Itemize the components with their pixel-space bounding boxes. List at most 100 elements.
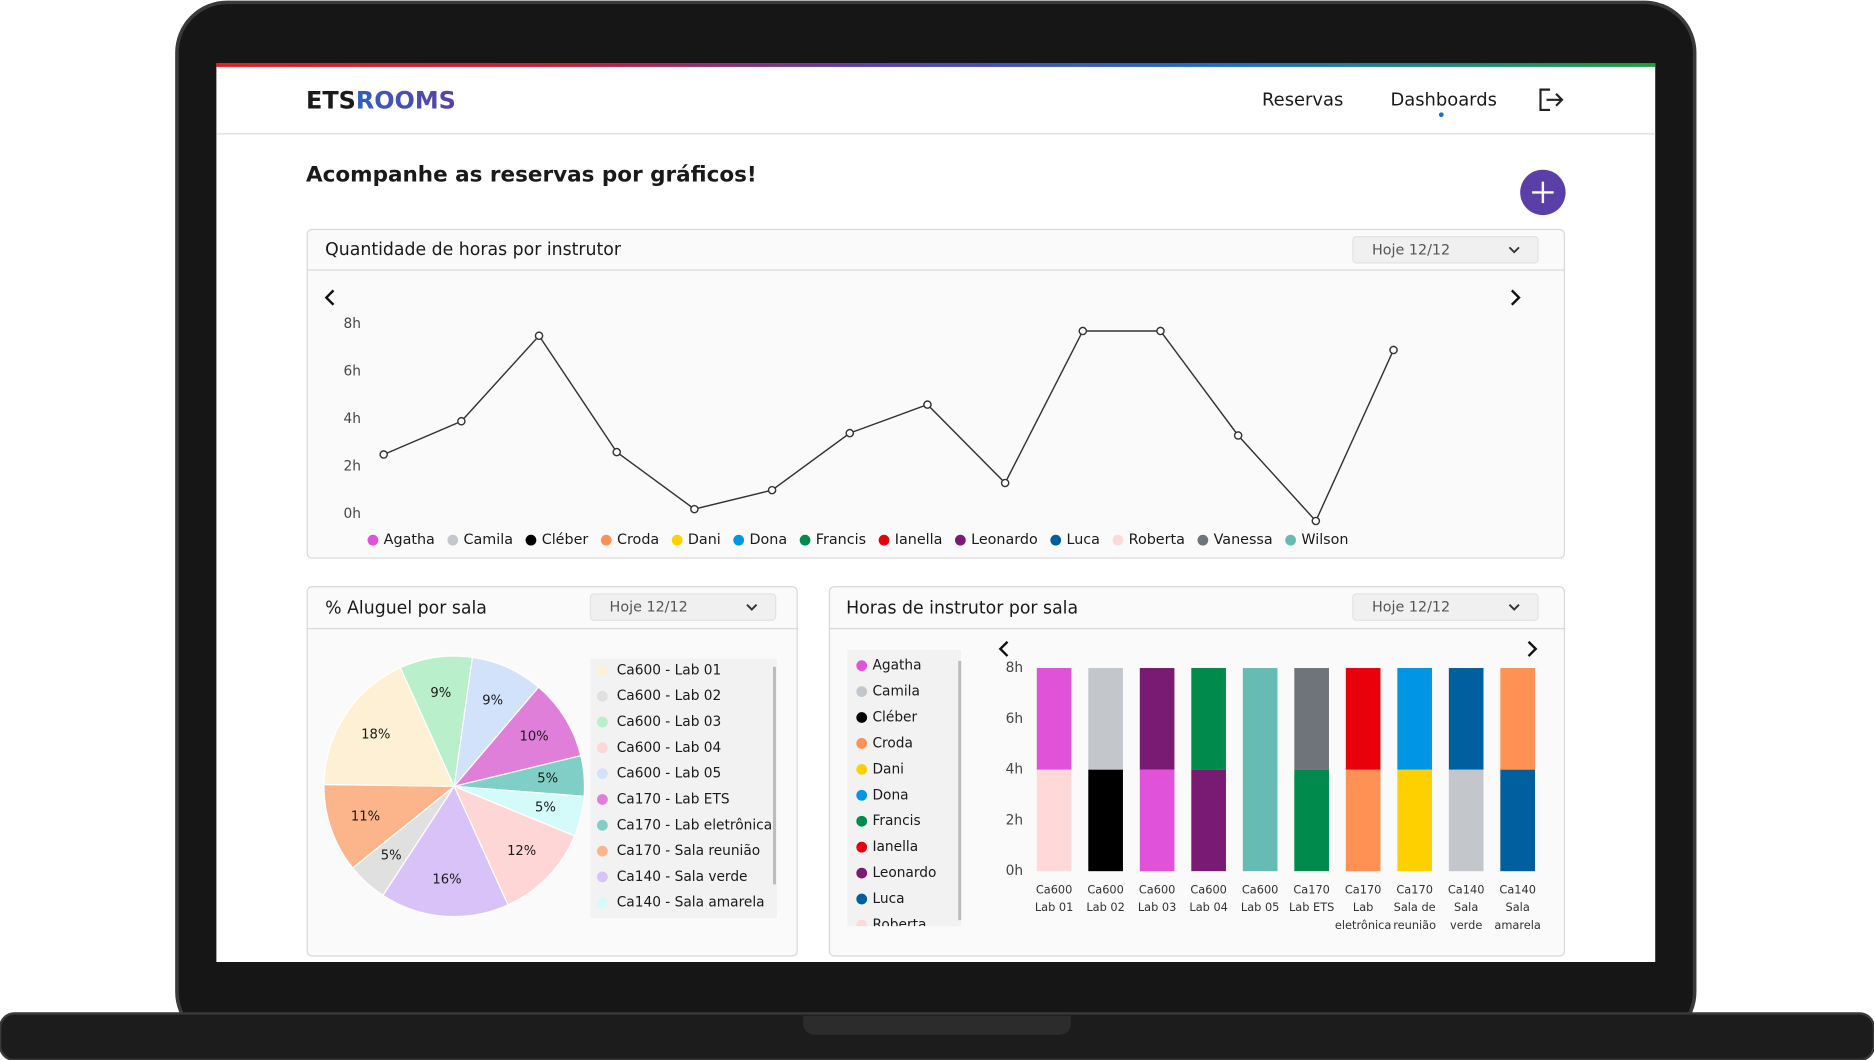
add-button[interactable]: [1520, 169, 1566, 216]
x-tick-label: Ca600: [1139, 882, 1176, 896]
dropdown-chevron: [746, 604, 758, 611]
line-point: [457, 416, 466, 426]
legend-dot: [856, 815, 868, 827]
bar-segment: [1345, 769, 1381, 872]
prev-arrow[interactable]: [324, 289, 335, 306]
line-point: [1389, 345, 1398, 355]
card-title: % Aluguel por sala: [325, 598, 487, 618]
line-point: [1233, 431, 1243, 440]
card-title: Horas de instrutor por sala: [846, 598, 1078, 618]
legend-dot: [954, 534, 966, 546]
legend-dot: [856, 686, 868, 697]
bar-segment: [1294, 769, 1329, 872]
bar-segment: [1088, 769, 1123, 872]
legend-label: Camila: [872, 684, 919, 700]
prev-arrow[interactable]: [998, 640, 1009, 657]
legend-box: [590, 658, 777, 918]
legend-label: Francis: [816, 532, 866, 548]
legend-label: Agatha: [872, 658, 921, 674]
legend-dot: [671, 534, 683, 546]
slice-label: 12%: [507, 844, 536, 859]
x-tick-label: Sala de: [1394, 900, 1436, 914]
legend-dot: [597, 690, 608, 702]
legend-dot: [367, 534, 379, 546]
x-tick-label: verde: [1450, 918, 1482, 932]
legend-dot: [597, 897, 608, 909]
bar-segment: [1036, 769, 1072, 872]
logo: ETSROOMS: [306, 87, 456, 115]
base-notch: [803, 1015, 1071, 1035]
line-point: [379, 450, 388, 459]
line-point: [1078, 326, 1088, 336]
dropdown[interactable]: [589, 593, 777, 621]
slice-label: 5%: [535, 801, 556, 816]
y-tick-label: 2h: [1006, 812, 1023, 828]
legend-label: Ca600 - Lab 03: [617, 714, 722, 730]
nav-link[interactable]: Dashboards: [1390, 89, 1496, 110]
next-arrow[interactable]: [1527, 640, 1538, 657]
x-tick-label: Lab 01: [1035, 900, 1074, 914]
y-tick-label: 6h: [1006, 711, 1023, 727]
legend-label: Ca170 - Sala reunião: [617, 843, 760, 859]
dropdown[interactable]: [1352, 236, 1539, 264]
x-tick-label: Ca600: [1242, 882, 1279, 896]
y-tick-label: 0h: [1006, 863, 1023, 879]
pie-slice: [453, 785, 576, 906]
legend-dot: [597, 665, 608, 676]
bar-segment: [1345, 668, 1381, 770]
pie-slice: [452, 686, 582, 788]
logout-icon[interactable]: [1539, 88, 1564, 112]
slice-label: 18%: [361, 727, 390, 742]
legend-label: Leonardo: [872, 865, 936, 881]
legend-dot: [1112, 534, 1124, 546]
active-dot: [1438, 112, 1444, 118]
x-tick-label: Ca170: [1293, 882, 1330, 896]
bar-segment: [1191, 668, 1226, 770]
x-tick-label: eletrônica: [1335, 918, 1391, 932]
next-arrow[interactable]: [1510, 289, 1521, 306]
logo-rooms: ROOMS: [356, 87, 456, 115]
bar-segment: [1500, 668, 1535, 770]
slice-label: 11%: [351, 809, 380, 824]
x-tick-label: reunião: [1393, 918, 1436, 932]
legend-label: Dani: [688, 532, 721, 548]
legend-label: Croda: [617, 532, 659, 548]
slice-label: 9%: [482, 693, 503, 708]
y-tick-label: 6h: [344, 363, 361, 379]
legend-dot: [600, 534, 612, 546]
x-tick-label: Ca140: [1448, 882, 1485, 896]
legend-dot: [856, 919, 868, 927]
line-point: [1156, 326, 1165, 336]
bar-segment: [1139, 668, 1175, 770]
color-strip: [216, 63, 1656, 67]
line-point: [1000, 478, 1010, 488]
x-tick-label: Lab 02: [1086, 900, 1125, 914]
line-point: [534, 331, 544, 341]
legend-dot: [1197, 534, 1209, 546]
legend-dot: [856, 893, 868, 905]
nav-link[interactable]: Reservas: [1262, 89, 1343, 110]
legend-dot: [525, 534, 537, 546]
logo-ets: ETS: [306, 87, 356, 115]
pie-slice: [323, 783, 456, 869]
legend-dot: [856, 841, 868, 853]
legend-dot: [597, 794, 608, 805]
bar-segment: [1036, 668, 1072, 770]
legend-label: Croda: [872, 735, 912, 751]
legend-label: Leonardo: [971, 532, 1038, 548]
legend-dot: [878, 534, 890, 546]
line-series: [383, 330, 1395, 523]
dropdown-chevron: [1508, 604, 1520, 611]
legend-label: Ca600 - Lab 05: [617, 766, 722, 782]
slice-label: 5%: [381, 848, 402, 863]
x-tick-label: Sala: [1454, 900, 1478, 914]
y-tick-label: 4h: [1006, 762, 1023, 778]
legend-dot: [856, 867, 868, 879]
legend-label: Vanessa: [1214, 532, 1273, 548]
pie-slice: [323, 666, 456, 787]
legend-dot: [1050, 534, 1062, 546]
legend-label: Francis: [872, 813, 920, 829]
x-tick-label: Lab: [1353, 900, 1373, 914]
dropdown[interactable]: [1352, 593, 1539, 621]
